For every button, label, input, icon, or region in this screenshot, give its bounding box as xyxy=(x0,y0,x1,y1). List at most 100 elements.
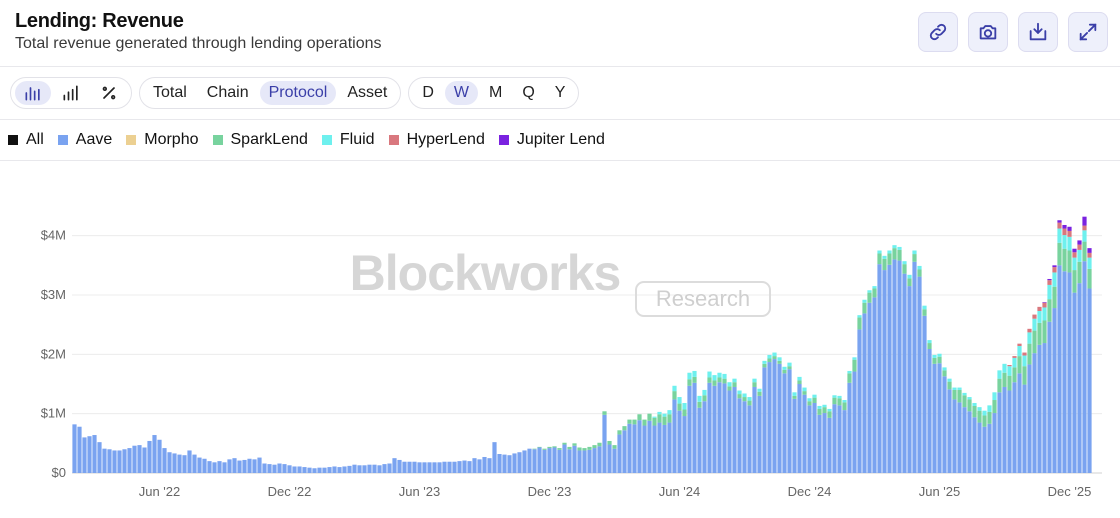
bar-hyperlend xyxy=(1042,302,1047,308)
legend-item-morpho[interactable]: Morpho xyxy=(126,131,199,149)
bar-fluid xyxy=(1022,355,1027,367)
bar-aave xyxy=(647,420,652,473)
bar-aave xyxy=(1012,382,1017,473)
bar-aave xyxy=(1057,265,1062,473)
interval-year[interactable]: Y xyxy=(554,84,566,101)
bar-sparklend xyxy=(997,378,1002,393)
bar-sparklend xyxy=(697,401,702,408)
bar-fluid xyxy=(792,392,797,396)
bar-fluid xyxy=(927,340,932,344)
bar-aave xyxy=(1032,353,1037,473)
watermark: Blockworks Research xyxy=(350,245,771,317)
bar-sparklend xyxy=(1077,261,1082,284)
legend-item-jupiter-lend[interactable]: Jupiter Lend xyxy=(498,131,605,149)
bar-aave xyxy=(442,461,447,473)
bar-aave xyxy=(387,463,392,473)
bar-sparklend xyxy=(637,414,642,421)
bar-fluid xyxy=(692,370,697,377)
bar-aave xyxy=(277,463,282,473)
bar-sparklend xyxy=(942,370,947,377)
legend-label: SparkLend xyxy=(230,131,308,148)
bar-sparklend xyxy=(627,419,632,424)
bar-aave xyxy=(677,410,682,473)
legend-label: Fluid xyxy=(339,131,375,148)
tab-asset[interactable]: Asset xyxy=(347,84,388,101)
legend-item-all[interactable]: All xyxy=(8,131,44,149)
legend-swatch xyxy=(388,135,399,145)
bar-aave xyxy=(767,362,772,473)
legend-item-hyperlend[interactable]: HyperLend xyxy=(388,131,485,149)
chart-type-percent-button[interactable] xyxy=(91,81,127,105)
bar-aave xyxy=(397,459,402,473)
bar-aave xyxy=(307,467,312,473)
bar-hyperlend xyxy=(1087,252,1092,258)
bar-sparklend xyxy=(567,446,572,450)
interval-week[interactable]: W xyxy=(444,81,478,105)
tab-total[interactable]: Total xyxy=(153,84,187,101)
bar-aave xyxy=(332,466,337,473)
bar-hyperlend xyxy=(1067,230,1072,237)
bar-sparklend xyxy=(607,440,612,445)
bar-aave xyxy=(257,457,262,473)
bar-sparklend xyxy=(777,360,782,364)
bar-sparklend xyxy=(1057,242,1062,266)
fullscreen-button[interactable] xyxy=(1068,12,1108,52)
bar-fluid xyxy=(897,246,902,250)
bar-sparklend xyxy=(572,443,577,446)
bar-aave xyxy=(452,461,457,473)
bar-sparklend xyxy=(797,380,802,384)
bar-fluid xyxy=(937,353,942,357)
download-button[interactable] xyxy=(1018,12,1058,52)
chart-type-bar-button[interactable] xyxy=(15,81,51,105)
legend-label: Aave xyxy=(75,131,113,148)
bar-aave xyxy=(1027,364,1032,473)
bar-fluid xyxy=(782,366,787,370)
bar-aave xyxy=(422,462,427,473)
bar-fluid xyxy=(737,390,742,395)
tab-protocol[interactable]: Protocol xyxy=(259,81,337,105)
bar-sparklend xyxy=(1067,250,1072,273)
legend-item-aave[interactable]: Aave xyxy=(57,131,113,149)
bar-sparklend xyxy=(737,394,742,399)
legend-swatch xyxy=(498,135,509,145)
bar-fluid xyxy=(987,405,992,412)
bar-aave xyxy=(1002,386,1007,473)
screenshot-button[interactable] xyxy=(968,12,1008,52)
chart-type-stacked-button[interactable] xyxy=(53,81,89,105)
legend-item-sparklend[interactable]: SparkLend xyxy=(212,131,308,149)
bar-sparklend xyxy=(927,343,932,349)
bar-aave xyxy=(542,449,547,473)
chart-toolbar xyxy=(918,12,1108,52)
bar-fluid xyxy=(942,367,947,371)
interval-day[interactable]: D xyxy=(422,84,434,101)
bar-aave xyxy=(917,276,922,473)
bar-aave xyxy=(417,462,422,473)
interval-month[interactable]: M xyxy=(489,84,503,101)
bar-aave xyxy=(1022,384,1027,473)
bar-fluid xyxy=(787,362,792,367)
copy-link-button[interactable] xyxy=(918,12,958,52)
interval-quarter[interactable]: Q xyxy=(522,84,535,101)
chart-controls: Total Chain Protocol Asset D W M Q Y xyxy=(10,77,580,109)
bar-fluid xyxy=(817,405,822,409)
bar-sparklend xyxy=(857,317,862,330)
bar-aave xyxy=(267,464,272,473)
legend-item-fluid[interactable]: Fluid xyxy=(321,131,375,149)
bar-aave xyxy=(642,425,647,473)
bar-aave xyxy=(292,466,297,473)
bar-aave xyxy=(817,414,822,473)
revenue-chart: Blockworks Research $0 $1M $2M $3M $4M Jun '… xyxy=(41,216,1102,499)
bar-sparklend xyxy=(632,419,637,425)
bar-fluid xyxy=(712,375,717,381)
bar-aave xyxy=(592,448,597,473)
bar-aave xyxy=(272,464,277,473)
bar-aave xyxy=(352,464,357,473)
tab-chain[interactable]: Chain xyxy=(206,84,249,101)
bar-aave xyxy=(457,461,462,473)
y-tick-label: $4M xyxy=(41,228,66,243)
bar-aave xyxy=(1077,283,1082,473)
bar-sparklend xyxy=(532,448,537,450)
bar-aave xyxy=(547,448,552,473)
bar-sparklend xyxy=(907,278,912,287)
bar-fluid xyxy=(877,250,882,254)
